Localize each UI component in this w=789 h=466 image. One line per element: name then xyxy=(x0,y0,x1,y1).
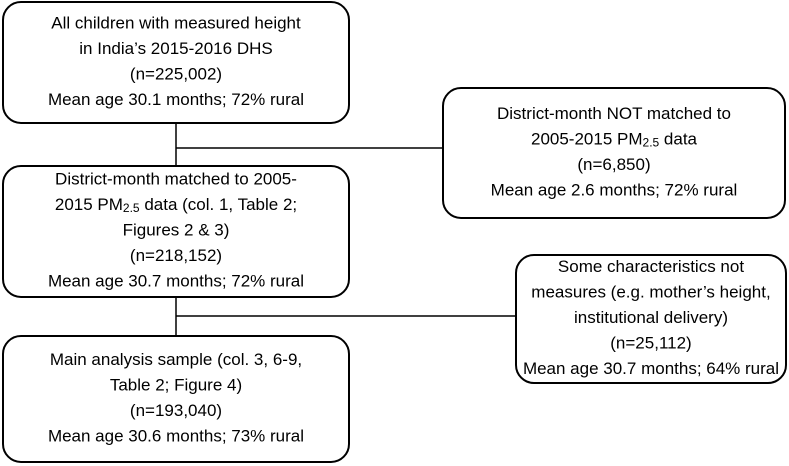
text-segment: Mean age 30.1 months; 72% rural xyxy=(48,90,304,109)
box-line: institutional delivery) xyxy=(574,308,728,327)
text-segment: All children with measured height xyxy=(51,14,301,33)
box xyxy=(515,254,787,384)
box-line: Mean age 30.7 months; 72% rural xyxy=(48,272,304,291)
text-segment: Mean age 30.7 months; 64% rural xyxy=(523,359,779,378)
text-segment: 2005-2015 PM xyxy=(531,130,643,149)
box-line: Mean age 30.7 months; 64% rural xyxy=(523,359,779,378)
text-segment: (n=193,040) xyxy=(130,401,222,420)
text-segment: institutional delivery) xyxy=(574,308,728,327)
box-line: Mean age 30.1 months; 72% rural xyxy=(48,90,304,109)
box-line: Figures 2 & 3) xyxy=(123,221,230,240)
text-segment: Table 2; Figure 4) xyxy=(110,376,242,395)
text-segment: District-month matched to 2005- xyxy=(55,170,297,189)
text-segment: measures (e.g. mother’s height, xyxy=(531,283,770,302)
box-line: Mean age 30.6 months; 73% rural xyxy=(48,427,304,446)
box-line: District-month matched to 2005- xyxy=(55,170,297,189)
text-segment: Mean age 2.6 months; 72% rural xyxy=(491,181,738,200)
box-line: (n=25,112) xyxy=(610,334,691,353)
text-segment: District-month NOT matched to xyxy=(497,104,731,123)
box-line: Table 2; Figure 4) xyxy=(110,376,242,395)
text-segment: (n=218,152) xyxy=(130,246,222,265)
box-line: (n=218,152) xyxy=(130,246,222,265)
box-line: All children with measured height xyxy=(51,14,301,33)
connector xyxy=(175,297,516,336)
text-segment: Figures 2 & 3) xyxy=(123,221,230,240)
text-segment: (n=225,002) xyxy=(130,65,222,84)
connector xyxy=(175,123,443,166)
box xyxy=(2,1,350,124)
box-line: 2015 PM2.5 data (col. 1, Table 2; xyxy=(55,195,297,215)
box-line: Main analysis sample (col. 3, 6-9, xyxy=(50,350,302,369)
box-line: in India’s 2015-2016 DHS xyxy=(79,39,272,58)
box-line: measures (e.g. mother’s height, xyxy=(531,283,770,302)
box xyxy=(2,335,350,463)
box-line: (n=193,040) xyxy=(130,401,222,420)
box xyxy=(442,87,786,219)
text-segment: data (col. 1, Table 2; xyxy=(140,195,298,214)
box-line: (n=225,002) xyxy=(130,65,222,84)
text-segment: Mean age 30.7 months; 72% rural xyxy=(48,272,304,291)
text-segment: data xyxy=(659,130,697,149)
subscript: 2.5 xyxy=(123,201,140,215)
box-line: Some characteristics not xyxy=(558,257,744,276)
text-segment: (n=6,850) xyxy=(577,155,650,174)
text-segment: Mean age 30.6 months; 73% rural xyxy=(48,427,304,446)
box-line: 2005-2015 PM2.5 data xyxy=(531,130,698,150)
text-segment: Some characteristics not xyxy=(558,257,744,276)
box-line: (n=6,850) xyxy=(577,155,650,174)
text-segment: (n=25,112) xyxy=(610,334,691,353)
text-segment: in India’s 2015-2016 DHS xyxy=(79,39,272,58)
subscript: 2.5 xyxy=(643,135,660,149)
box xyxy=(2,165,350,298)
text-segment: Main analysis sample (col. 3, 6-9, xyxy=(50,350,302,369)
box-line: District-month NOT matched to xyxy=(497,104,731,123)
box-line: Mean age 2.6 months; 72% rural xyxy=(491,181,738,200)
text-segment: 2015 PM xyxy=(55,195,123,214)
